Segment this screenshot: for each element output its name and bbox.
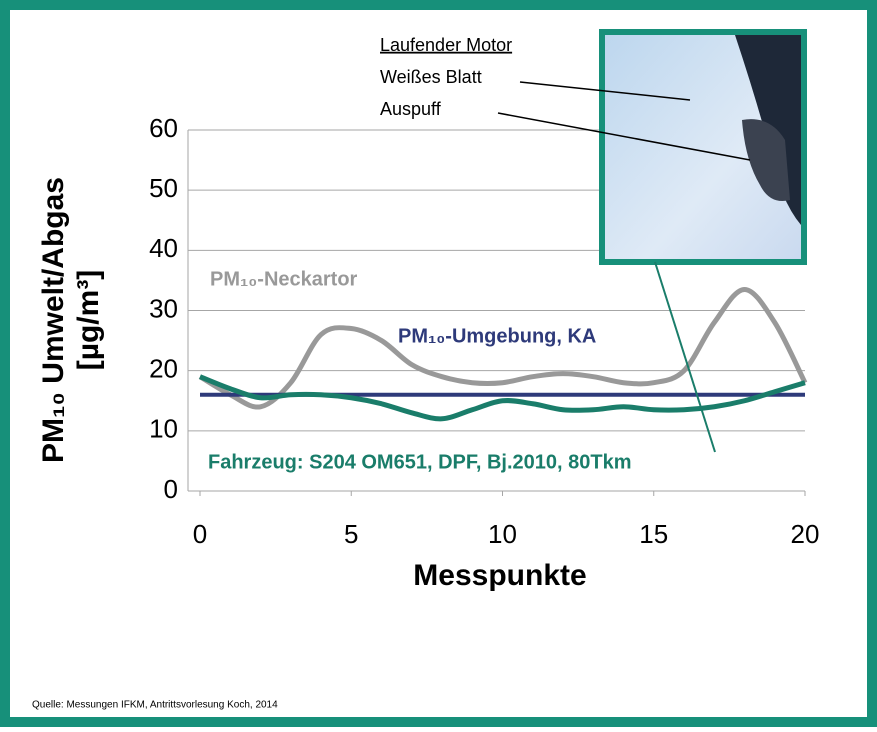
annotation: Laufender Motor <box>380 35 512 55</box>
annotation: Auspuff <box>380 99 442 119</box>
y-tick-label: 40 <box>149 233 178 263</box>
x-tick-label: 5 <box>344 519 358 549</box>
annotation: Weißes Blatt <box>380 67 482 87</box>
y-tick-label: 30 <box>149 293 178 323</box>
series-line <box>198 286 808 410</box>
y-tick-label: 0 <box>164 474 178 504</box>
y-tick-label: 50 <box>149 173 178 203</box>
plot-area: 0 10 20 30 40 50 60 0 5 10 15 20 PM₁₀-Neckartor PM₁₀-… <box>149 113 819 549</box>
pointer <box>654 261 716 453</box>
pointer <box>519 81 691 101</box>
photo-shape <box>742 119 790 201</box>
pointer <box>497 112 751 161</box>
y-tick-label: 20 <box>149 354 178 384</box>
x-tick-label: 20 <box>791 519 820 549</box>
y-tick-label: 10 <box>149 414 178 444</box>
y-axis-title: [µg/m³] <box>72 270 105 371</box>
series-label: Fahrzeug: S204 OM651, DPF, Bj.2010, 80Tk… <box>208 451 632 473</box>
series-label: PM₁₀-Umgebung, KA <box>398 325 596 347</box>
source: Quelle: Messungen IFKM, Antrittsvorlesun… <box>32 700 278 711</box>
x-tick-label: 15 <box>639 519 668 549</box>
photo-inset: Laufender Motor Weißes Blatt Auspuff <box>380 29 807 453</box>
x-axis-title: Messpunkte <box>413 559 586 592</box>
y-tick-label: 60 <box>149 113 178 143</box>
y-axis-title: PM₁₀ Umwelt/Abgas <box>37 177 70 463</box>
series-label: PM₁₀-Neckartor <box>210 268 358 290</box>
x-tick-label: 10 <box>488 519 517 549</box>
x-tick-label: 0 <box>193 519 207 549</box>
series-line <box>199 374 806 422</box>
